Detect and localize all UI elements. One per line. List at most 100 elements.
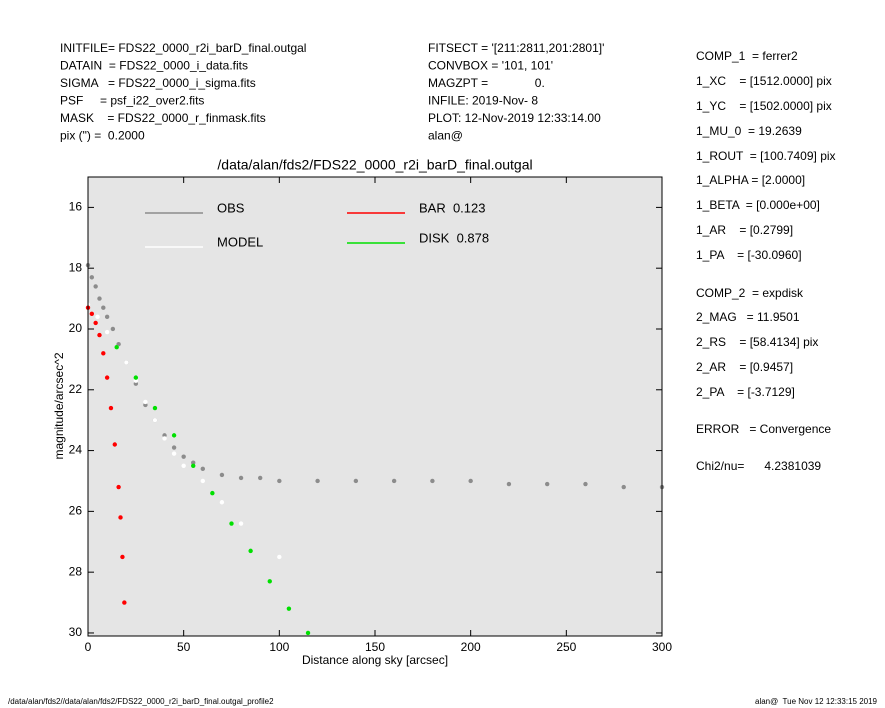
info-right: 2_RS = [58.4134] pix <box>696 335 818 349</box>
data-point <box>152 405 158 411</box>
data-point <box>286 606 292 611</box>
info-middle: CONVBOX = '101, 101' <box>428 59 553 73</box>
x-tick-label: 200 <box>461 640 481 654</box>
info-middle: alan@ <box>428 129 463 143</box>
info-middle: PLOT: 12-Nov-2019 12:33:14.00 <box>428 111 601 125</box>
info-right: 1_AR = [0.2799] <box>696 223 793 237</box>
data-point <box>506 481 512 487</box>
x-tick-label: 250 <box>556 640 576 654</box>
data-point <box>258 475 263 481</box>
y-tick-label: 16 <box>69 200 83 214</box>
y-tick-label: 28 <box>69 564 83 578</box>
data-point <box>133 381 139 386</box>
data-point <box>133 378 139 383</box>
data-point <box>122 600 127 605</box>
data-point <box>277 478 282 484</box>
data-point <box>112 442 117 447</box>
info-right: Chi2/nu= 4.2381039 <box>696 459 821 473</box>
info-right: 2_MAG = 11.9501 <box>696 310 800 324</box>
info-right: 1_ALPHA = [2.0000] <box>696 173 805 187</box>
x-tick-label: 0 <box>85 640 92 654</box>
y-tick-label: 18 <box>69 260 83 274</box>
data-point <box>191 463 196 468</box>
y-tick-label: 24 <box>69 443 83 457</box>
data-point <box>248 548 253 554</box>
data-point <box>89 275 95 280</box>
info-left: DATAIN = FDS22_0000_i_data.fits <box>60 59 248 73</box>
data-point <box>95 314 100 320</box>
data-point <box>93 284 98 289</box>
info-right: 1_PA = [-30.0960] <box>696 248 802 262</box>
data-point <box>104 314 110 320</box>
info-right: 1_ROUT = [100.7409] pix <box>696 149 836 163</box>
data-point <box>353 478 359 484</box>
data-point <box>116 484 121 490</box>
data-point <box>97 332 102 338</box>
data-point <box>191 460 196 465</box>
info-middle: MAGZPT = 0. <box>428 76 545 90</box>
info-left: MASK = FDS22_0000_r_finmask.fits <box>60 111 266 125</box>
info-right: COMP_1 = ferrer2 <box>696 49 798 63</box>
x-tick-label: 300 <box>652 640 672 654</box>
legend-label: DISK 0.878 <box>419 230 489 245</box>
data-point <box>162 433 167 438</box>
info-left: INITFILE= FDS22_0000_r2i_barD_final.outg… <box>60 41 306 55</box>
y-tick-label: 22 <box>69 382 83 396</box>
data-point <box>171 433 177 438</box>
data-point <box>118 515 123 520</box>
info-right: ERROR = Convergence <box>696 422 831 436</box>
data-point <box>143 399 148 405</box>
x-axis-label: Distance along sky [arcsec] <box>302 653 448 667</box>
data-point <box>277 554 282 560</box>
info-right: 2_AR = [0.9457] <box>696 360 793 374</box>
data-point <box>171 451 177 456</box>
chart-title: /data/alan/fds2/FDS22_0000_r2i_barD_fina… <box>217 157 532 173</box>
data-point <box>101 351 106 356</box>
data-point <box>219 472 225 478</box>
data-point <box>210 490 215 496</box>
data-point <box>181 463 186 468</box>
info-right: 1_XC = [1512.0000] pix <box>696 74 832 88</box>
data-point <box>391 478 397 484</box>
data-point <box>133 375 139 380</box>
data-point <box>104 375 110 380</box>
data-point <box>468 478 473 484</box>
info-right: 2_PA = [-3.7129] <box>696 385 795 399</box>
data-point <box>430 478 435 484</box>
data-point <box>108 405 114 411</box>
plot-frame <box>87 176 663 637</box>
y-tick-label: 30 <box>69 625 83 639</box>
info-middle: FITSECT = '[211:2811,201:2801]' <box>428 41 604 55</box>
data-point <box>101 305 106 310</box>
info-right: COMP_2 = expdisk <box>696 286 804 300</box>
data-point <box>97 296 102 301</box>
footer-left: /data/alan/fds2//data/alan/fds2/FDS22_00… <box>8 697 274 706</box>
info-left: pix (") = 0.2000 <box>60 129 145 143</box>
data-point <box>621 484 626 490</box>
data-point <box>152 417 158 423</box>
x-tick-label: 150 <box>365 640 385 654</box>
legend-label: BAR 0.123 <box>419 200 486 215</box>
data-point <box>124 360 129 365</box>
data-point <box>162 436 167 441</box>
info-left: PSF = psf_i22_over2.fits <box>60 94 204 108</box>
info-right: 1_YC = [1502.0000] pix <box>696 99 832 113</box>
data-point <box>120 554 125 560</box>
data-point <box>583 481 588 487</box>
data-point <box>219 500 225 505</box>
data-point <box>143 402 148 408</box>
data-point <box>305 630 311 636</box>
x-tick-label: 50 <box>177 640 191 654</box>
info-middle: INFILE: 2019-Nov- 8 <box>428 94 538 108</box>
info-right: 1_BETA = [0.000e+00] <box>696 198 820 212</box>
data-point <box>267 579 272 584</box>
y-axis-label: magnitude/arcsec^2 <box>52 352 66 459</box>
data-point <box>200 478 205 484</box>
legend-label: MODEL <box>217 234 263 249</box>
y-tick-label: 20 <box>69 321 83 335</box>
data-point <box>89 311 95 316</box>
info-left: SIGMA = FDS22_0000_i_sigma.fits <box>60 76 256 90</box>
footer-right: alan@ Tue Nov 12 12:33:15 2019 <box>755 697 878 706</box>
data-point <box>200 466 205 472</box>
legend-label: OBS <box>217 200 245 215</box>
